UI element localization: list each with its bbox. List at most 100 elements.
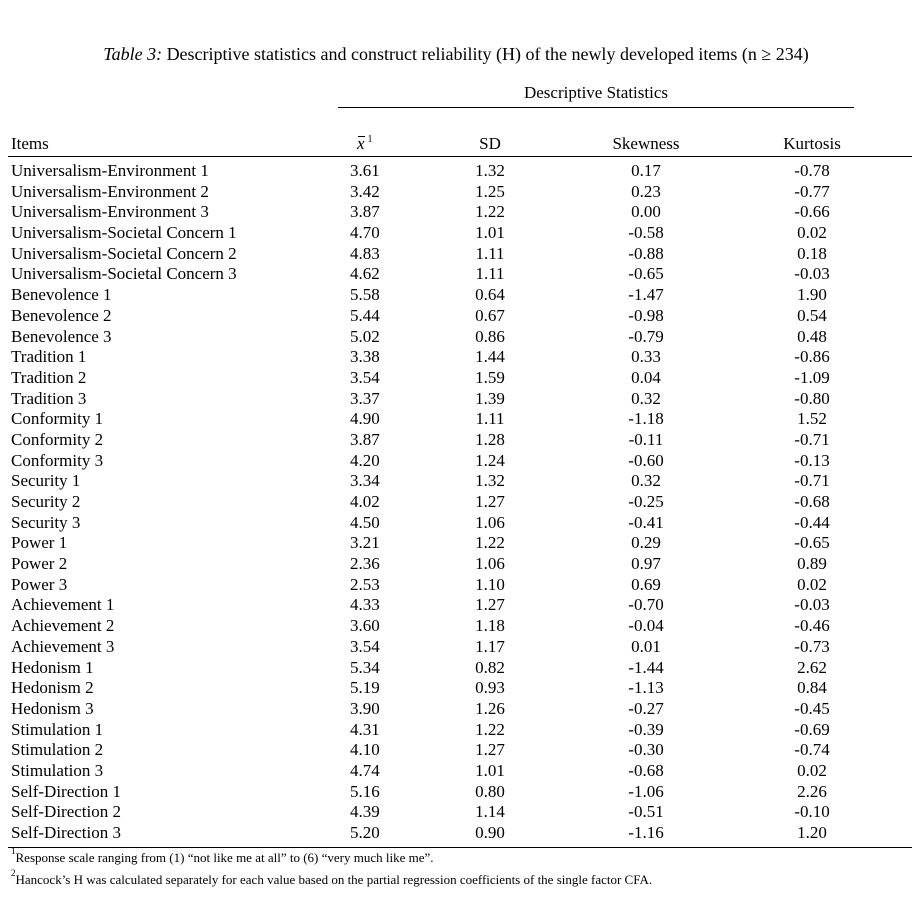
cell-mean: 4.74 bbox=[350, 760, 380, 780]
table-row: Tradition 2 3.54 1.59 0.04 -1.09 bbox=[0, 368, 912, 389]
cell-skewness: 0.04 bbox=[631, 367, 661, 387]
table-row: Tradition 1 3.38 1.44 0.33 -0.86 bbox=[0, 347, 912, 368]
cell-mean: 2.53 bbox=[350, 574, 380, 594]
cell-item: Stimulation 2 bbox=[11, 740, 104, 760]
cell-skewness: -0.25 bbox=[628, 492, 664, 511]
table-row: Security 3 4.50 1.06 -0.41 -0.44 bbox=[0, 513, 912, 534]
table-caption-text: Descriptive statistics and construct rel… bbox=[162, 44, 809, 64]
cell-item: Conformity 3 bbox=[11, 450, 104, 470]
cell-mean: 4.31 bbox=[350, 719, 380, 739]
cell-mean: 3.87 bbox=[350, 202, 380, 222]
cell-mean: 3.60 bbox=[350, 616, 380, 636]
footnote-1-text: Response scale ranging from (1) “not lik… bbox=[15, 850, 434, 865]
footnote-2: 2Hancock’s H was calculated separately f… bbox=[11, 868, 653, 888]
cell-item: Tradition 2 bbox=[11, 367, 87, 387]
table-row: Security 2 4.02 1.27 -0.25 -0.68 bbox=[0, 492, 912, 513]
cell-kurtosis: 1.90 bbox=[797, 285, 827, 305]
cell-mean: 3.38 bbox=[350, 347, 380, 367]
table-caption: Table 3: Descriptive statistics and cons… bbox=[0, 44, 912, 65]
cell-skewness: -0.11 bbox=[628, 429, 664, 449]
cell-kurtosis: -0.68 bbox=[794, 492, 830, 511]
cell-sd: 1.59 bbox=[475, 367, 505, 387]
cell-skewness: -1.06 bbox=[628, 781, 664, 801]
cell-item: Universalism-Environment 2 bbox=[11, 181, 209, 201]
cell-mean: 5.16 bbox=[350, 781, 380, 801]
cell-kurtosis: -0.69 bbox=[794, 719, 830, 739]
cell-item: Power 2 bbox=[11, 554, 68, 574]
column-header-sd: SD bbox=[479, 134, 501, 153]
cell-mean: 4.20 bbox=[350, 450, 380, 470]
cell-kurtosis: 1.20 bbox=[797, 823, 827, 842]
cell-mean: 3.90 bbox=[350, 698, 380, 718]
cell-mean: 5.58 bbox=[350, 285, 380, 305]
cell-item: Power 1 bbox=[11, 533, 68, 553]
cell-sd: 1.25 bbox=[475, 181, 505, 201]
cell-sd: 1.27 bbox=[475, 740, 505, 760]
table-row: Self-Direction 1 5.16 0.80 -1.06 2.26 bbox=[0, 782, 912, 803]
cell-item: Security 1 bbox=[11, 471, 81, 491]
group-header-rule bbox=[338, 107, 854, 108]
cell-kurtosis: -1.09 bbox=[794, 367, 830, 387]
cell-item: Self-Direction 2 bbox=[11, 802, 121, 822]
cell-kurtosis: 0.48 bbox=[797, 326, 827, 346]
footnote-1-marker: 1 bbox=[11, 846, 16, 856]
cell-skewness: 0.69 bbox=[631, 574, 661, 594]
cell-sd: 1.14 bbox=[475, 802, 505, 822]
table-row: Power 1 3.21 1.22 0.29 -0.65 bbox=[0, 533, 912, 554]
cell-skewness: -0.39 bbox=[628, 719, 664, 739]
cell-sd: 1.18 bbox=[475, 616, 505, 636]
cell-kurtosis: -0.78 bbox=[794, 161, 830, 180]
cell-mean: 3.54 bbox=[350, 636, 380, 656]
table-row: Stimulation 1 4.31 1.22 -0.39 -0.69 bbox=[0, 720, 912, 741]
cell-sd: 1.44 bbox=[475, 347, 505, 367]
cell-item: Universalism-Societal Concern 2 bbox=[11, 243, 237, 263]
cell-skewness: -1.16 bbox=[628, 823, 664, 842]
cell-kurtosis: 0.02 bbox=[797, 223, 827, 243]
cell-sd: 1.27 bbox=[475, 595, 505, 615]
cell-skewness: -1.18 bbox=[628, 409, 664, 429]
cell-mean: 3.37 bbox=[350, 388, 380, 408]
cell-kurtosis: -0.45 bbox=[794, 698, 830, 718]
cell-sd: 1.11 bbox=[475, 243, 505, 263]
cell-skewness: 0.17 bbox=[631, 161, 661, 180]
cell-kurtosis: 0.18 bbox=[797, 243, 827, 263]
table-row: Benevolence 2 5.44 0.67 -0.98 0.54 bbox=[0, 306, 912, 327]
cell-sd: 0.64 bbox=[475, 285, 505, 305]
cell-skewness: 0.33 bbox=[631, 347, 661, 367]
cell-item: Universalism-Societal Concern 3 bbox=[11, 264, 237, 284]
cell-kurtosis: -0.46 bbox=[794, 616, 830, 636]
cell-kurtosis: 0.02 bbox=[797, 574, 827, 594]
cell-sd: 1.22 bbox=[475, 533, 505, 553]
cell-skewness: -0.51 bbox=[628, 802, 664, 822]
cell-sd: 0.80 bbox=[475, 781, 505, 801]
cell-item: Stimulation 3 bbox=[11, 760, 104, 780]
cell-skewness: -0.41 bbox=[628, 512, 664, 532]
cell-skewness: -0.88 bbox=[628, 243, 664, 263]
cell-item: Benevolence 3 bbox=[11, 326, 112, 346]
cell-sd: 1.11 bbox=[475, 264, 505, 284]
cell-sd: 1.11 bbox=[475, 409, 505, 429]
cell-item: Tradition 1 bbox=[11, 347, 87, 367]
cell-mean: 4.10 bbox=[350, 740, 380, 760]
cell-kurtosis: 2.62 bbox=[797, 657, 827, 677]
cell-sd: 0.82 bbox=[475, 657, 505, 677]
cell-item: Benevolence 2 bbox=[11, 305, 112, 325]
table-row: Universalism-Societal Concern 2 4.83 1.11 -… bbox=[0, 244, 912, 265]
cell-mean: 4.02 bbox=[350, 492, 380, 511]
cell-item: Universalism-Societal Concern 1 bbox=[11, 223, 237, 243]
cell-mean: 4.70 bbox=[350, 223, 380, 243]
cell-skewness: -0.79 bbox=[628, 326, 664, 346]
cell-kurtosis: 0.84 bbox=[797, 678, 827, 698]
cell-skewness: -0.30 bbox=[628, 740, 664, 760]
cell-sd: 1.39 bbox=[475, 388, 505, 408]
cell-mean: 3.54 bbox=[350, 367, 380, 387]
table-row: Universalism-Societal Concern 1 4.70 1.01 -… bbox=[0, 223, 912, 244]
footnote-2-text: Hancock’s H was calculated separately fo… bbox=[15, 872, 653, 887]
header-rule bbox=[8, 156, 912, 157]
cell-kurtosis: -0.71 bbox=[794, 471, 830, 491]
mean-symbol: x bbox=[357, 134, 365, 153]
cell-mean: 4.83 bbox=[350, 243, 380, 263]
table-row: Power 3 2.53 1.10 0.69 0.02 bbox=[0, 575, 912, 596]
cell-skewness: -1.44 bbox=[628, 657, 664, 677]
